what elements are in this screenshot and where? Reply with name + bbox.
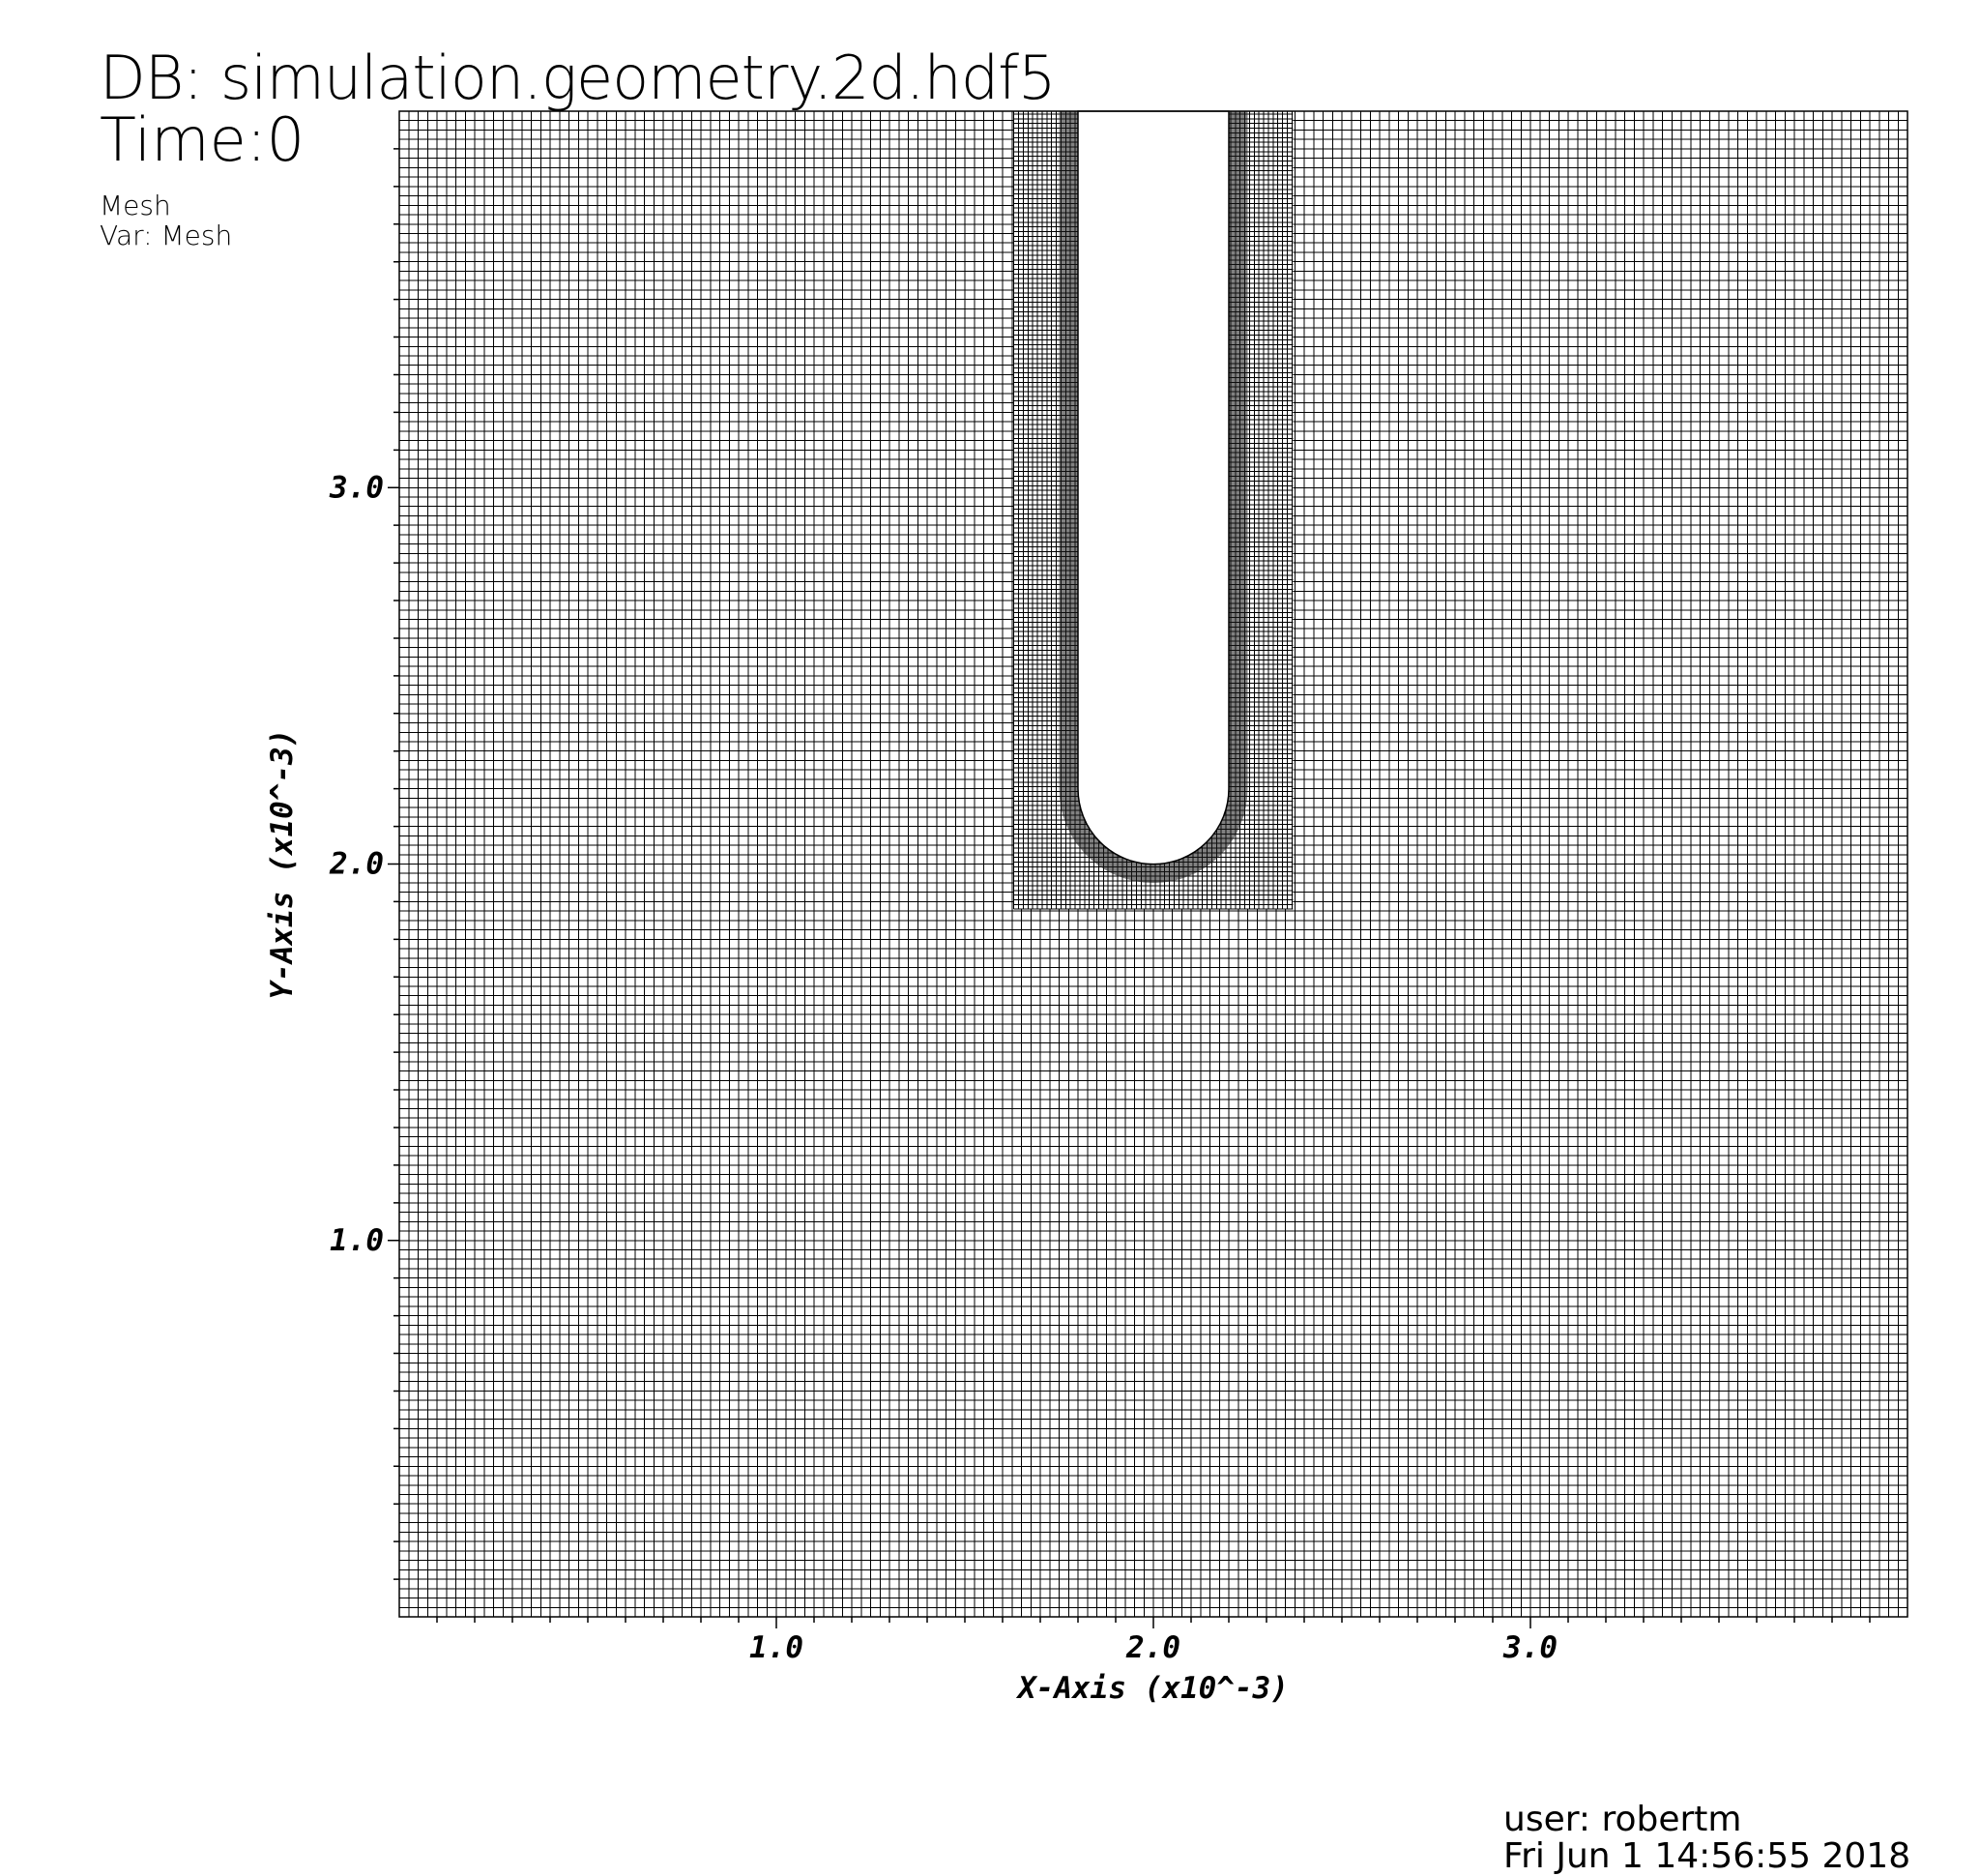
timestamp-label: Fri Jun 1 14:56:55 2018 bbox=[1503, 1836, 1911, 1876]
slot-cutout bbox=[1077, 110, 1230, 865]
database-title: DB: simulation.geometry.2d.hdf5 bbox=[100, 43, 1056, 113]
y-tick-label: 3.0 bbox=[329, 470, 384, 505]
y-tick-label: 1.0 bbox=[330, 1223, 384, 1258]
y-tick-label: 2.0 bbox=[329, 847, 384, 882]
y-axis-title: Y-Axis (x10^-3) bbox=[265, 729, 300, 1000]
axes: 1.0 2.0 3.0 1.0 2.0 3.0 X-Axis (x10^-3) Y-Axis … bbox=[265, 110, 1908, 1706]
dense-mesh-band bbox=[1059, 111, 1248, 884]
plot-type-label: Mesh bbox=[100, 190, 171, 221]
user-label: user: robertm bbox=[1503, 1800, 1742, 1839]
time-label: Time:0 bbox=[100, 104, 306, 175]
x-tick-label: 2.0 bbox=[1125, 1630, 1180, 1665]
plot-variable-label: Var: Mesh bbox=[100, 220, 233, 251]
axis-ticks bbox=[388, 148, 1871, 1628]
mesh-grid bbox=[398, 110, 1908, 1618]
x-tick-label: 1.0 bbox=[749, 1630, 803, 1665]
x-tick-label: 3.0 bbox=[1502, 1630, 1558, 1665]
x-axis-title: X-Axis (x10^-3) bbox=[1015, 1671, 1289, 1706]
